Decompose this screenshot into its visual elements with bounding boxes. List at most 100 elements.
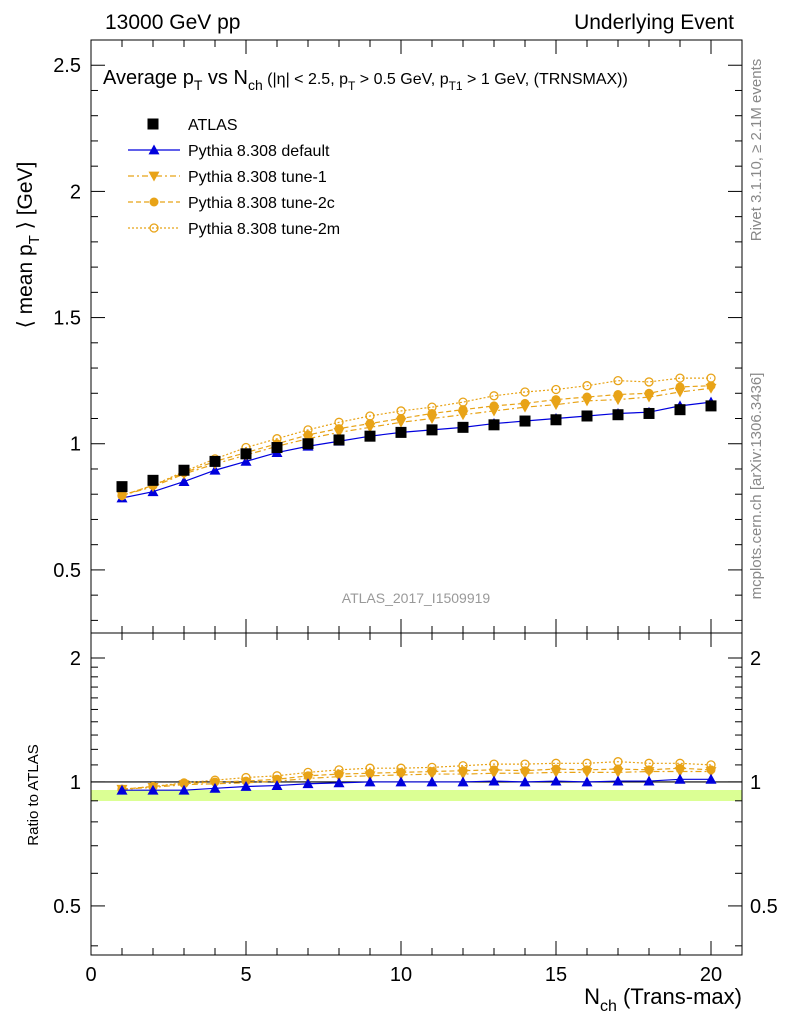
ratio-y-tick-label: 1 (70, 772, 81, 794)
main-series (116, 373, 717, 503)
main-data-point (178, 464, 190, 476)
ratio-data-point (396, 763, 406, 773)
ratio-series-line (122, 778, 711, 791)
main-data-point (551, 384, 561, 395)
main-data-point (209, 464, 221, 475)
ratio-data-point (643, 775, 655, 786)
mcplots-label: mcplots.cern.ch [arXiv:1306.3436] (748, 373, 765, 600)
main-data-point (240, 448, 252, 460)
title-cut-a: (|η| < 2.5, p (263, 71, 348, 88)
xlabel-part-a: N (584, 984, 600, 1009)
ratio-data-point (488, 775, 500, 786)
main-data-point (365, 411, 375, 421)
main-y-axis-label: ⟨ mean pT ⟩ [GeV] (14, 162, 43, 329)
ratio-data-point (178, 784, 190, 795)
ratio-y-tick-label-right: 0.5 (750, 896, 778, 918)
main-y-tick-label: 0.5 (53, 560, 81, 582)
ratio-data-point (458, 766, 468, 776)
main-y-tick-label: 1.5 (53, 308, 81, 330)
main-data-point (674, 404, 686, 416)
main-data-point (706, 373, 716, 383)
main-data-point (612, 409, 624, 421)
main-data-point (240, 455, 252, 466)
ratio-data-point (582, 765, 592, 775)
title-part-b: vs N (202, 67, 248, 89)
ratio-plot-frame (90, 632, 743, 956)
ratio-data-point (116, 784, 128, 795)
main-series-line (121, 385, 712, 497)
title-sub-b: ch (248, 77, 263, 93)
ratio-y-tick-label: 2 (70, 648, 81, 670)
main-y-tick-label: 1 (70, 434, 81, 456)
header-left: 13000 GeV pp (105, 11, 240, 34)
ratio-data-point (706, 765, 716, 775)
legend-marker (147, 118, 159, 130)
ratio-data-point (426, 776, 438, 787)
ratio-data-point (271, 780, 283, 790)
ratio-data-point (458, 761, 468, 771)
ratio-data-point (457, 776, 469, 787)
main-data-point (644, 388, 654, 398)
main-ylabel-sub: T (26, 235, 43, 244)
ratio-series-line (121, 767, 712, 790)
ratio-series-line (121, 770, 711, 790)
ratio-data-point (581, 776, 593, 787)
title-sub-a: T (194, 77, 203, 93)
ratio-data-point (582, 758, 592, 768)
legend: ATLAS Pythia 8.308 default Pythia 8.308 tu… (128, 117, 340, 238)
plot-title: Average pT vs Nch (|η| < 2.5, pT > 0.5 G… (103, 67, 628, 93)
ratio-data-point (613, 757, 623, 767)
main-data-point (116, 481, 128, 493)
title-cut-sub-b: T1 (449, 79, 463, 93)
main-data-point (365, 419, 375, 429)
main-data-point (489, 391, 499, 401)
x-axis-label: Nch (Trans-max) (584, 984, 742, 1015)
x-tick-label: 5 (240, 964, 251, 986)
ratio-data-point (705, 773, 717, 784)
main-data-point (581, 410, 593, 422)
ratio-panel: 0.5 0.51 12 20 5 10 15 20 Ratio to ATLAS Nch (T… (25, 632, 778, 1015)
main-data-point (458, 405, 468, 415)
ratio-y-tick-label-right: 1 (750, 772, 761, 794)
legend-label: Pythia 8.308 tune-2c (188, 195, 335, 212)
main-panel: 0.511.522.5 Average pT vs Nch (|η| < 2.5… (14, 39, 743, 634)
main-data-point (582, 392, 592, 402)
ratio-data-point (334, 765, 344, 775)
ratio-band (91, 790, 742, 801)
ratio-data-point (365, 763, 375, 773)
main-data-point (643, 407, 655, 419)
main-data-point (333, 434, 345, 446)
main-data-point (364, 430, 376, 442)
main-ylabel-part-b: ⟩ [GeV] (14, 162, 37, 236)
main-data-point (209, 455, 221, 467)
ratio-y-axis-label: Ratio to ATLAS (25, 744, 42, 845)
main-data-point (520, 387, 530, 397)
ratio-data-point (519, 776, 531, 787)
xlabel-part-b: (Trans-max) (617, 984, 742, 1009)
main-data-point (178, 476, 190, 486)
title-part-a: Average p (103, 67, 194, 89)
main-data-point (427, 402, 437, 412)
title-cut-b: > 0.5 GeV, p (355, 71, 448, 88)
legend-marker (148, 171, 160, 182)
title-cut-c: > 1 GeV, (TRNSMAX)) (463, 71, 628, 88)
ratio-data-point (550, 775, 562, 786)
ratio-data-point (209, 782, 221, 793)
main-data-point (147, 474, 159, 486)
ratio-data-point (551, 758, 561, 768)
legend-label: Pythia 8.308 default (188, 143, 330, 160)
ratio-data-point (303, 767, 313, 778)
ratio-series (116, 757, 717, 795)
main-data-point (489, 401, 499, 411)
main-y-tick-label: 2.5 (53, 55, 81, 77)
ratio-data-point (520, 759, 530, 769)
x-tick-label: 0 (85, 964, 96, 986)
main-data-point (675, 373, 685, 383)
main-data-point (706, 381, 716, 391)
ratio-data-point (364, 776, 376, 787)
header-right: Underlying Event (574, 11, 734, 34)
main-data-point (395, 426, 407, 438)
ratio-data-point (427, 762, 437, 773)
main-data-point (582, 381, 592, 391)
